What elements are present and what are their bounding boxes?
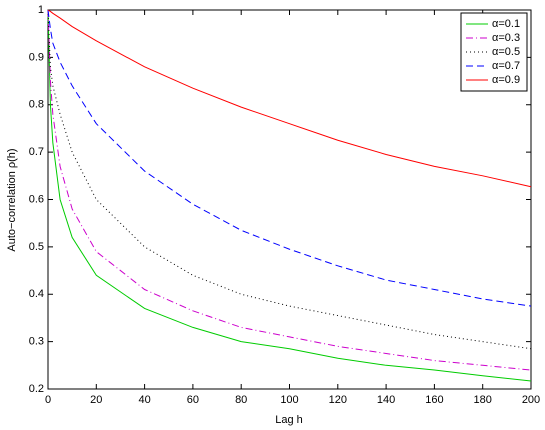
x-tick-label: 120 xyxy=(329,394,347,406)
x-tick-label: 60 xyxy=(187,394,199,406)
y-tick-label: 0.7 xyxy=(29,146,44,158)
x-tick-label: 180 xyxy=(474,394,492,406)
x-tick-label: 0 xyxy=(45,394,51,406)
x-tick-label: 200 xyxy=(522,394,540,406)
legend-label: α=0.3 xyxy=(492,32,520,44)
legend-box xyxy=(460,12,528,92)
x-tick-label: 160 xyxy=(425,394,443,406)
y-tick-label: 0.3 xyxy=(29,336,44,348)
x-tick-label: 40 xyxy=(138,394,150,406)
y-tick-label: 0.2 xyxy=(29,383,44,395)
y-tick-label: 0.6 xyxy=(29,193,44,205)
x-tick-label: 140 xyxy=(377,394,395,406)
y-tick-label: 1 xyxy=(38,4,44,16)
series-line xyxy=(47,9,532,350)
y-tick-label: 0.9 xyxy=(29,51,44,63)
y-tick-label: 0.4 xyxy=(29,288,44,300)
x-axis-label: Lag h xyxy=(275,414,303,426)
legend-label: α=0.7 xyxy=(492,60,520,72)
series-line xyxy=(47,9,532,307)
x-tick-label: 80 xyxy=(235,394,247,406)
y-axis-label: Auto−correlation ρ(h) xyxy=(6,148,18,251)
plot-frame xyxy=(47,9,532,390)
y-tick-label: 0.5 xyxy=(29,241,44,253)
legend-label: α=0.5 xyxy=(492,46,520,58)
series-line xyxy=(47,9,532,371)
x-tick-label: 100 xyxy=(280,394,298,406)
legend-label: α=0.1 xyxy=(492,18,520,30)
legend-label: α=0.9 xyxy=(492,74,520,86)
series-line xyxy=(47,9,532,188)
x-tick-label: 20 xyxy=(90,394,102,406)
series-line xyxy=(47,9,532,382)
y-tick-label: 0.8 xyxy=(29,99,44,111)
